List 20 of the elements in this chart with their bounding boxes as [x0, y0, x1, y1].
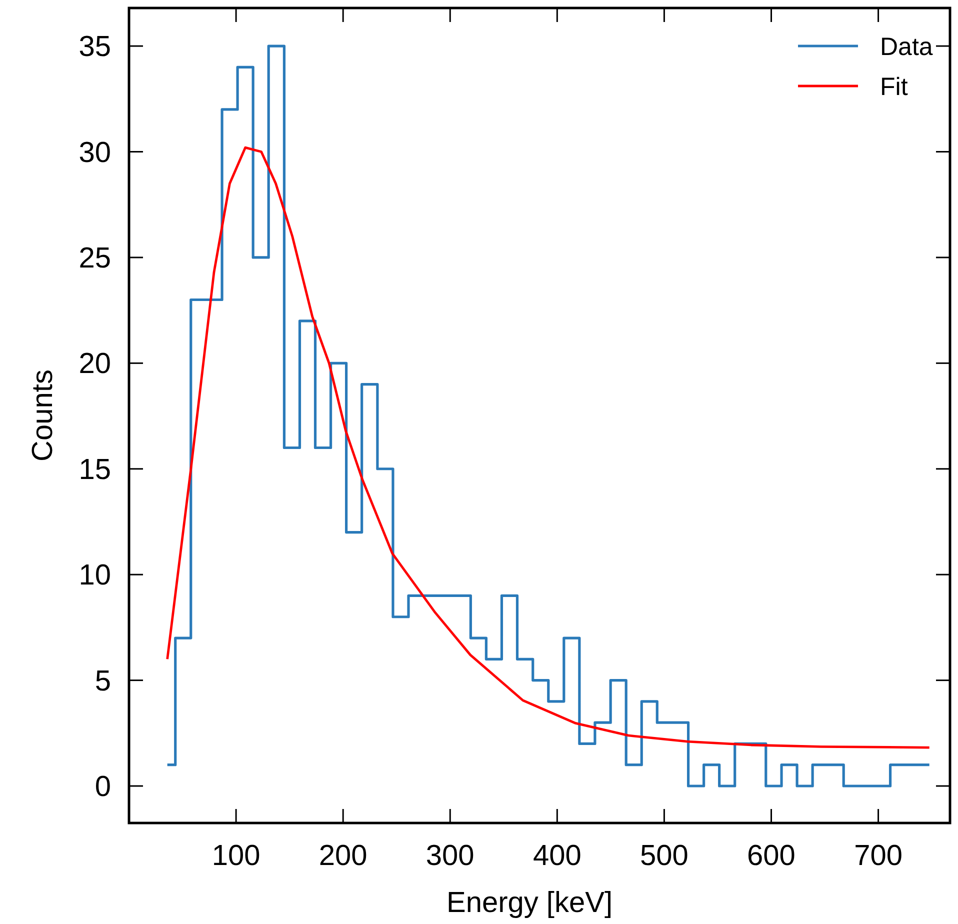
y-tick-label: 25 — [78, 242, 111, 274]
y-tick-label: 0 — [94, 771, 111, 804]
x-tick-label: 600 — [747, 840, 796, 872]
x-tick-label: 100 — [212, 840, 260, 872]
y-tick-label: 30 — [78, 136, 111, 169]
y-tick-label: 20 — [78, 348, 111, 380]
line-series — [166, 146, 931, 749]
y-tick-label: 15 — [78, 454, 111, 486]
x-tick-label: 500 — [640, 840, 688, 872]
x-tick-label: 200 — [318, 840, 368, 872]
legend-label: Fit — [880, 73, 908, 101]
legend-label: Data — [880, 33, 933, 61]
y-axis-title: Counts — [27, 370, 59, 462]
y-tick-label: 35 — [78, 31, 111, 64]
y-tick-label: 10 — [78, 560, 111, 592]
x-tick-label: 700 — [854, 840, 902, 872]
x-axis-title: Energy [keV] — [446, 887, 613, 919]
x-tick-label: 400 — [532, 840, 582, 872]
y-tick-label: 5 — [94, 665, 111, 698]
x-tick-label: 300 — [426, 840, 474, 872]
